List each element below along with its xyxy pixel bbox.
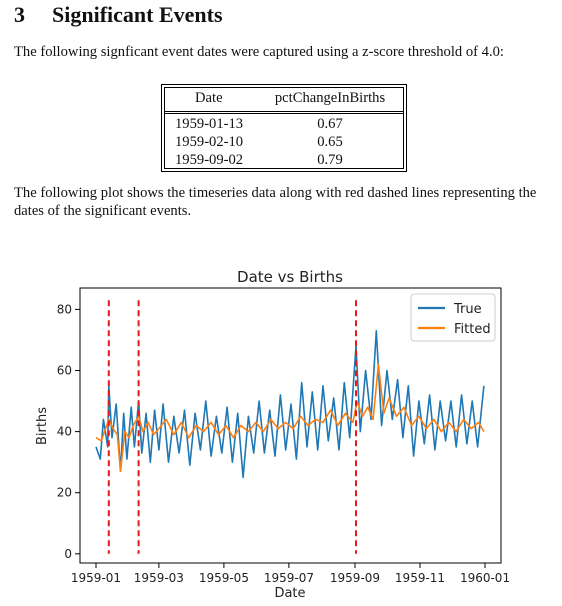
header-pct-change: pctChangeInBirths [274, 90, 386, 106]
y-tick-label: 20 [57, 486, 72, 500]
series-line-true [95, 330, 485, 479]
legend-box [410, 293, 496, 342]
section-number: 3 [14, 2, 25, 27]
y-tick-label: 60 [57, 364, 72, 378]
x-tick-label: 1959-07 [264, 571, 314, 585]
y-axis-label: Births [35, 407, 50, 445]
x-tick-label: 1960-01 [460, 571, 510, 585]
x-tick-label: 1959-03 [134, 571, 184, 585]
table-header: Date pctChangeInBirths [165, 88, 403, 112]
x-tick-label: 1959-05 [199, 571, 249, 585]
y-tick-label: 0 [64, 547, 72, 561]
table-cell-pct: 0.65 [317, 134, 343, 150]
plot-frame [79, 287, 502, 564]
x-tick-label: 1959-09 [330, 571, 380, 585]
section-title: Significant Events [52, 2, 223, 27]
table-cell-date: 1959-02-10 [175, 134, 244, 150]
x-tick-label: 1959-01 [71, 571, 121, 585]
legend-fitted-label: Fitted [454, 322, 491, 337]
events-table: Date pctChangeInBirths 1959-01-13 0.67 1… [161, 84, 407, 172]
x-axis-label: Date [274, 586, 305, 601]
table-cell-date: 1959-09-02 [175, 152, 244, 168]
legend-true-label: True [453, 302, 482, 317]
y-tick-label: 80 [57, 302, 72, 316]
section-heading: 3 Significant Events [14, 2, 223, 28]
outro-paragraph: The following plot shows the timeseries … [14, 185, 537, 219]
table-cell-pct: 0.67 [317, 116, 343, 132]
births-chart: Date vs Births 0 20 40 60 80 1959-01 1959-03 19… [35, 268, 510, 601]
series-line-fitted [95, 363, 485, 473]
table-cell-date: 1959-01-13 [175, 116, 244, 132]
chart-title: Date vs Births [237, 268, 343, 286]
y-tick-label: 40 [57, 425, 72, 439]
legend: True Fitted [410, 293, 496, 342]
x-tick-label: 1959-11 [395, 571, 445, 585]
table-cell-pct: 0.79 [317, 152, 343, 168]
intro-paragraph: The following signficant event dates wer… [14, 44, 504, 60]
header-date: Date [195, 90, 223, 106]
